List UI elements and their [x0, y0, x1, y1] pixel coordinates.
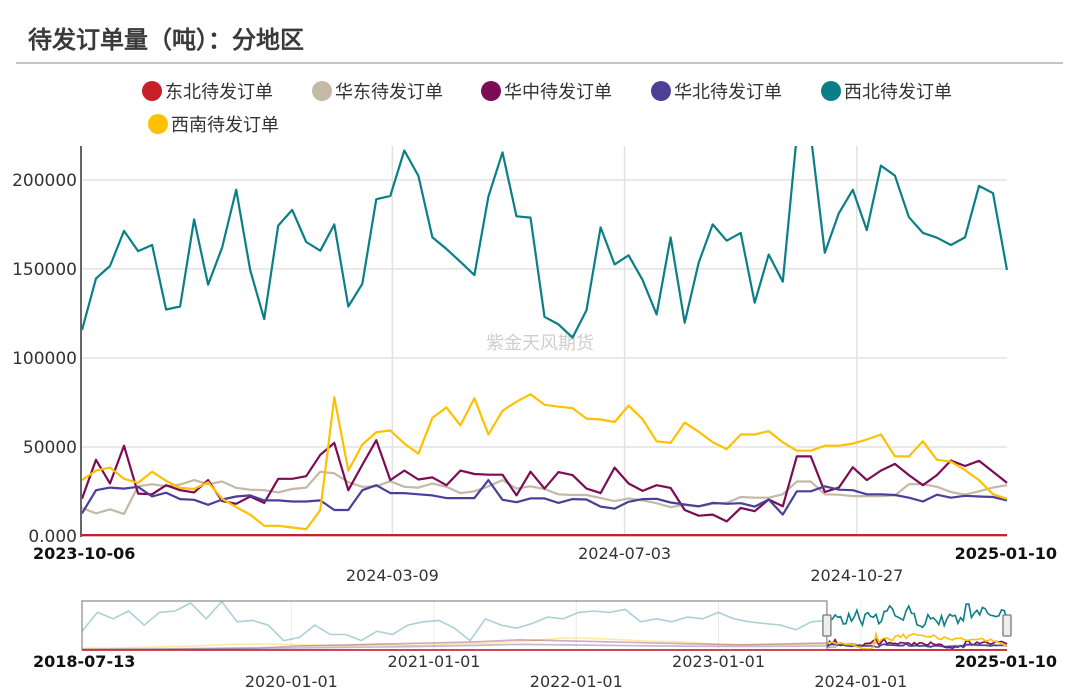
navigator-series-line-4	[826, 603, 1008, 629]
series-line-3	[82, 479, 1008, 516]
navigator-left-handle[interactable]	[822, 614, 832, 637]
navigator-series-line-5	[826, 631, 1008, 651]
y-tick-label: 0.000	[28, 527, 77, 547]
x-tick-label: 2024-03-09	[346, 566, 439, 585]
legend-label: 华东待发订单	[335, 82, 443, 103]
y-axis-ticks: 0.000 50000 100000 150000 200000	[12, 171, 77, 547]
legend-dot-icon	[142, 81, 162, 101]
x-tick-label: 2023-10-06	[33, 544, 135, 563]
navigator-history-line-3	[81, 643, 827, 651]
legend-dot-icon	[481, 81, 501, 101]
watermark: 紫金天风期货	[486, 333, 594, 354]
legend-dot-icon	[651, 81, 671, 101]
x-tick-label: 2024-10-27	[810, 566, 903, 585]
x-tick-label: 2025-01-10	[955, 544, 1057, 563]
y-tick-label: 150000	[12, 260, 77, 280]
series-line-4	[82, 146, 1008, 339]
navigator[interactable]: 2018-07-13 2020-01-01 2021-01-01 2022-01-01…	[33, 600, 1057, 691]
x-axis-ticks: 2023-10-06 2024-03-09 2024-07-03 2024-10-27…	[33, 544, 1057, 585]
navigator-right-handle[interactable]	[1002, 614, 1012, 637]
x-tick-label: 2024-07-03	[578, 544, 671, 563]
y-tick-label: 50000	[23, 438, 77, 458]
navigator-series-line-3	[826, 642, 1008, 649]
series-group	[82, 146, 1008, 537]
navigator-history-line-2	[81, 638, 827, 651]
legend-item-huazhong[interactable]: 华中待发订单	[481, 78, 612, 104]
legend-item-xibei[interactable]: 西北待发订单	[821, 78, 952, 104]
legend-label: 华中待发订单	[504, 82, 612, 103]
legend-label: 东北待发订单	[165, 82, 273, 103]
navigator-tick-label: 2025-01-10	[955, 652, 1057, 671]
legend-label: 华北待发订单	[674, 82, 782, 103]
navigator-history-line-0	[81, 600, 827, 642]
legend-item-xinan[interactable]: 西南待发订单	[148, 111, 279, 137]
legend-dot-icon	[312, 81, 332, 101]
legend-item-huadong[interactable]: 华东待发订单	[312, 78, 443, 104]
navigator-tick-label: 2020-01-01	[245, 672, 338, 691]
legend-dot-icon	[148, 114, 168, 134]
navigator-tick-label: 2023-01-01	[672, 652, 765, 671]
navigator-tick-label: 2022-01-01	[530, 672, 623, 691]
navigator-tick-label: 2021-01-01	[387, 652, 480, 671]
navigator-history-line-1	[81, 636, 827, 650]
legend-label: 西北待发订单	[844, 82, 952, 103]
navigator-tick-label: 2024-01-01	[814, 672, 907, 691]
legend-item-dongbei[interactable]: 东北待发订单	[142, 78, 273, 104]
legend-label: 西南待发订单	[171, 115, 279, 136]
series-line-5	[82, 393, 1008, 531]
navigator-history-line-4	[81, 643, 827, 650]
y-tick-label: 100000	[12, 349, 77, 369]
y-tick-label: 200000	[12, 171, 77, 191]
legend-dot-icon	[821, 81, 841, 101]
navigator-background	[82, 601, 1007, 650]
series-line-2	[82, 439, 1008, 523]
legend-item-huabei[interactable]: 华北待发订单	[651, 78, 782, 104]
navigator-tick-label: 2018-07-13	[33, 652, 135, 671]
chart-title: 待发订单量（吨）：分地区	[28, 25, 304, 54]
title-divider	[16, 62, 1063, 64]
